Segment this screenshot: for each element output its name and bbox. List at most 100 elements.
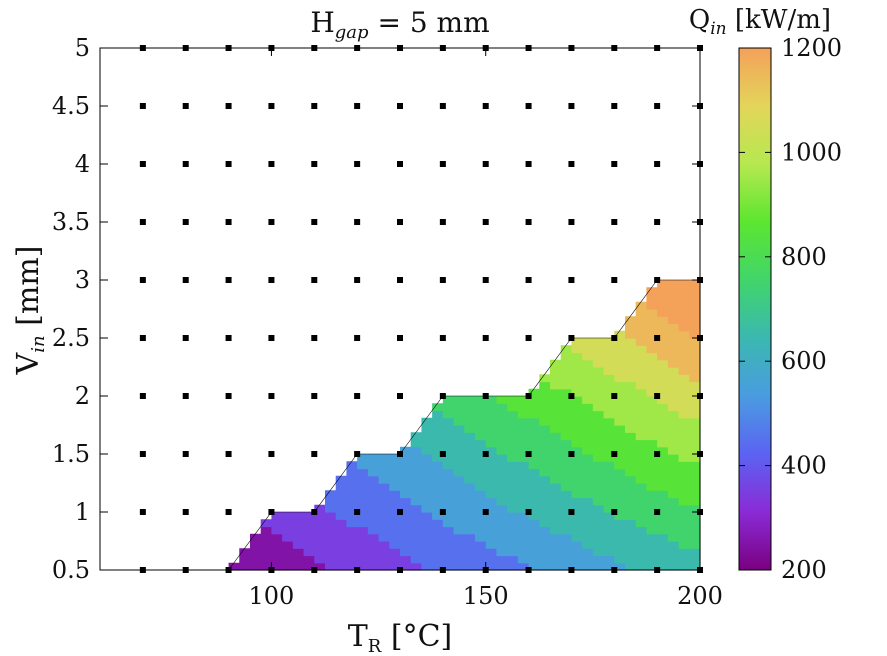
contour-cell bbox=[646, 468, 658, 477]
contour-cell bbox=[367, 512, 380, 520]
contour-cell bbox=[410, 555, 423, 564]
contour-cell bbox=[464, 410, 476, 419]
contour-cell bbox=[496, 519, 508, 528]
contour-cell bbox=[475, 526, 487, 535]
contour-cell bbox=[464, 541, 476, 549]
contour-cell bbox=[282, 548, 294, 557]
grid-point bbox=[654, 103, 661, 109]
contour-cell bbox=[346, 526, 358, 535]
contour-cell bbox=[689, 410, 701, 419]
grid-point bbox=[654, 335, 661, 341]
contour-cell bbox=[603, 548, 615, 557]
contour-cell bbox=[507, 533, 519, 542]
grid-point bbox=[611, 393, 618, 399]
contour-cell bbox=[603, 555, 615, 564]
contour-cell bbox=[678, 439, 690, 448]
contour-cell bbox=[646, 512, 658, 520]
contour-cell bbox=[657, 396, 669, 404]
contour-cell bbox=[410, 490, 423, 499]
contour-cell bbox=[603, 432, 615, 441]
contour-cell bbox=[357, 555, 369, 564]
grid-point bbox=[225, 393, 232, 399]
contour-cell bbox=[357, 548, 369, 557]
grid-point bbox=[182, 161, 189, 167]
contour-cell bbox=[539, 497, 551, 506]
grid-point bbox=[439, 509, 446, 515]
contour-cell bbox=[400, 497, 412, 506]
contour-cell bbox=[625, 468, 637, 477]
contour-cell bbox=[678, 512, 690, 520]
contour-cell bbox=[689, 490, 701, 499]
grid-point bbox=[439, 335, 446, 341]
contour-cell bbox=[442, 497, 455, 506]
contour-cell bbox=[335, 497, 348, 506]
contour-cell bbox=[657, 316, 669, 325]
grid-point bbox=[397, 161, 403, 167]
contour-cell bbox=[528, 533, 540, 542]
contour-cell bbox=[517, 504, 530, 513]
contour-cell bbox=[550, 512, 562, 520]
contour-cell bbox=[475, 396, 487, 404]
contour-cell bbox=[303, 533, 315, 542]
contour-cell bbox=[678, 461, 690, 470]
contour-cell bbox=[550, 504, 562, 513]
contour-cell bbox=[400, 555, 412, 564]
contour-cell bbox=[582, 475, 594, 484]
contour-cell bbox=[442, 439, 455, 448]
contour-cell bbox=[464, 555, 476, 564]
contour-cell bbox=[550, 548, 562, 557]
contour-cell bbox=[625, 461, 637, 470]
y-axis-label: Vin [mm] bbox=[11, 246, 49, 376]
contour-cell bbox=[550, 374, 562, 383]
contour-cell bbox=[432, 403, 444, 412]
contour-cell bbox=[496, 548, 508, 557]
contour-cell bbox=[421, 439, 433, 448]
contour-cell bbox=[667, 562, 680, 571]
contour-cell bbox=[303, 548, 315, 557]
contour-cell bbox=[367, 475, 380, 484]
contour-cell bbox=[485, 541, 498, 549]
contour-cell bbox=[657, 454, 669, 462]
contour-cell bbox=[271, 519, 283, 528]
contour-cell bbox=[592, 475, 605, 484]
contour-cell bbox=[582, 454, 594, 462]
contour-cell bbox=[260, 533, 273, 542]
contour-cell bbox=[678, 309, 690, 317]
contour-cell bbox=[432, 526, 444, 535]
contour-cell bbox=[485, 497, 498, 506]
grid-point bbox=[525, 567, 532, 573]
contour-cell bbox=[667, 301, 680, 310]
contour-cell bbox=[614, 454, 626, 462]
grid-point bbox=[182, 567, 189, 573]
contour-cell bbox=[678, 396, 690, 404]
contour-cell bbox=[464, 512, 476, 520]
colorbar-tick-label: 800 bbox=[781, 243, 827, 271]
contour-cell bbox=[528, 468, 540, 477]
contour-cell bbox=[582, 432, 594, 441]
contour-cell bbox=[592, 454, 605, 462]
contour-cell bbox=[571, 562, 583, 571]
grid-point bbox=[697, 45, 703, 51]
contour-cell bbox=[421, 468, 433, 477]
contour-cell bbox=[421, 555, 433, 564]
contour-cell bbox=[485, 512, 498, 520]
contour-cell bbox=[389, 533, 401, 542]
contour-cell bbox=[614, 374, 626, 383]
grid-point bbox=[697, 451, 703, 457]
contour-cell bbox=[582, 359, 594, 368]
contour-cell bbox=[550, 475, 562, 484]
contour-cell bbox=[303, 512, 315, 520]
contour-cell bbox=[475, 410, 487, 419]
contour-cell bbox=[625, 316, 637, 325]
grid-point bbox=[482, 451, 489, 457]
contour-cell bbox=[517, 468, 530, 477]
contour-cell bbox=[657, 519, 669, 528]
grid-point bbox=[482, 277, 489, 283]
contour-cell bbox=[592, 555, 605, 564]
contour-cell bbox=[678, 504, 690, 513]
contour-cell bbox=[539, 533, 551, 542]
contour-cell bbox=[367, 454, 380, 462]
contour-cell bbox=[496, 439, 508, 448]
contour-cell bbox=[507, 490, 519, 499]
contour-cell bbox=[442, 519, 455, 528]
